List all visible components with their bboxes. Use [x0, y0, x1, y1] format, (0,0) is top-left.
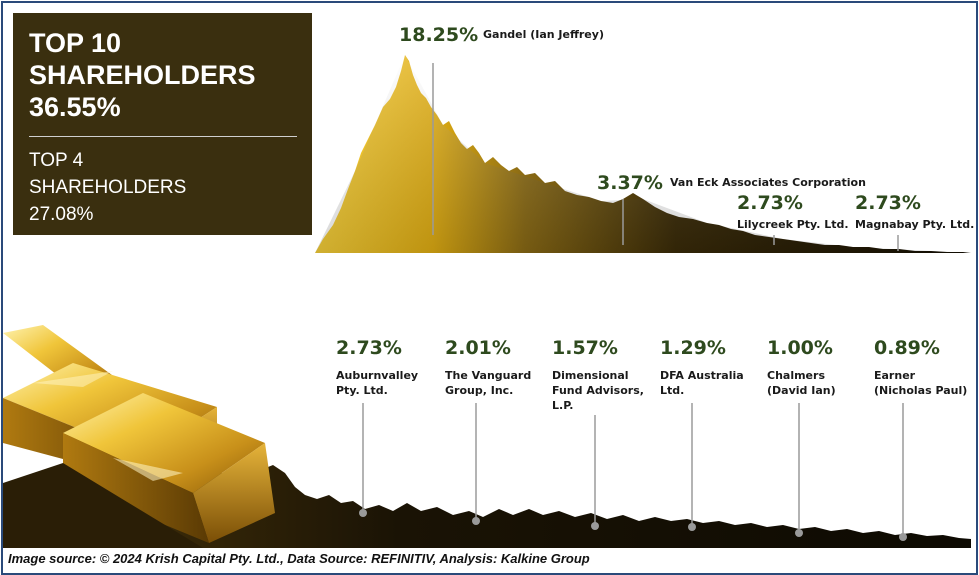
category-label-7b: Fund Advisors, [552, 384, 644, 397]
category-label-6b: Group, Inc. [445, 384, 513, 397]
bottom-mountain [153, 465, 971, 548]
leader-dot-8 [688, 523, 696, 531]
category-label-9b: (David Ian) [767, 384, 836, 397]
leader-dot-5 [359, 509, 367, 517]
value-label-5: 2.73% [336, 337, 402, 359]
category-label-4: Magnabay Pty. Ltd. [855, 218, 974, 231]
value-label-1: 18.25% [399, 24, 478, 46]
value-label-4: 2.73% [855, 192, 921, 214]
category-label-7a: Dimensional [552, 369, 629, 382]
gold-bars-illustration [3, 325, 275, 548]
category-label-5b: Pty. Ltd. [336, 384, 388, 397]
category-label-5a: Auburnvalley [336, 369, 418, 382]
shareholder-chart: 18.25% Gandel (Ian Jeffrey) 3.37% Van Ec… [3, 24, 974, 548]
value-label-2: 3.37% [597, 172, 663, 194]
value-label-9: 1.00% [767, 337, 833, 359]
summary-title-line1: TOP 10 [29, 28, 122, 58]
value-label-8: 1.29% [660, 337, 726, 359]
category-label-1: Gandel (Ian Jeffrey) [483, 28, 604, 41]
value-label-10: 0.89% [874, 337, 940, 359]
category-label-2: Van Eck Associates Corporation [670, 176, 866, 189]
source-footer: Image source: © 2024 Krish Capital Pty. … [8, 551, 590, 566]
summary-sub-line3: 27.08% [29, 204, 94, 225]
leader-lines [359, 63, 907, 541]
labels-bottom: 2.73% Auburnvalley Pty. Ltd. 2.01% The V… [336, 337, 967, 412]
summary-title-line3: 36.55% [29, 92, 121, 122]
category-label-8a: DFA Australia [660, 369, 744, 382]
summary-title: TOP 10 SHAREHOLDERS 36.55% [29, 27, 309, 123]
value-label-6: 2.01% [445, 337, 511, 359]
top-mountain-shade [315, 55, 971, 253]
summary-title-line2: SHAREHOLDERS [29, 60, 256, 90]
summary-divider [29, 136, 297, 137]
summary-box: TOP 10 SHAREHOLDERS 36.55% TOP 4 SHAREHO… [13, 13, 312, 235]
summary-sub-line1: TOP 4 [29, 150, 84, 171]
category-label-3: Lilycreek Pty. Ltd. [737, 218, 849, 231]
category-label-8b: Ltd. [660, 384, 684, 397]
value-label-3: 2.73% [737, 192, 803, 214]
leader-dot-9 [795, 529, 803, 537]
category-label-7c: L.P. [552, 399, 573, 412]
category-label-10a: Earner [874, 369, 916, 382]
leader-dot-6 [472, 517, 480, 525]
leader-dot-7 [591, 522, 599, 530]
summary-sub-line2: SHAREHOLDERS [29, 177, 187, 198]
summary-subtitle: TOP 4 SHAREHOLDERS 27.08% [29, 147, 186, 228]
category-label-10b: (Nicholas Paul) [874, 384, 967, 397]
labels-top: 18.25% Gandel (Ian Jeffrey) 3.37% Van Ec… [399, 24, 974, 231]
leader-dot-10 [899, 533, 907, 541]
category-label-9a: Chalmers [767, 369, 825, 382]
value-label-7: 1.57% [552, 337, 618, 359]
category-label-6a: The Vanguard [445, 369, 531, 382]
